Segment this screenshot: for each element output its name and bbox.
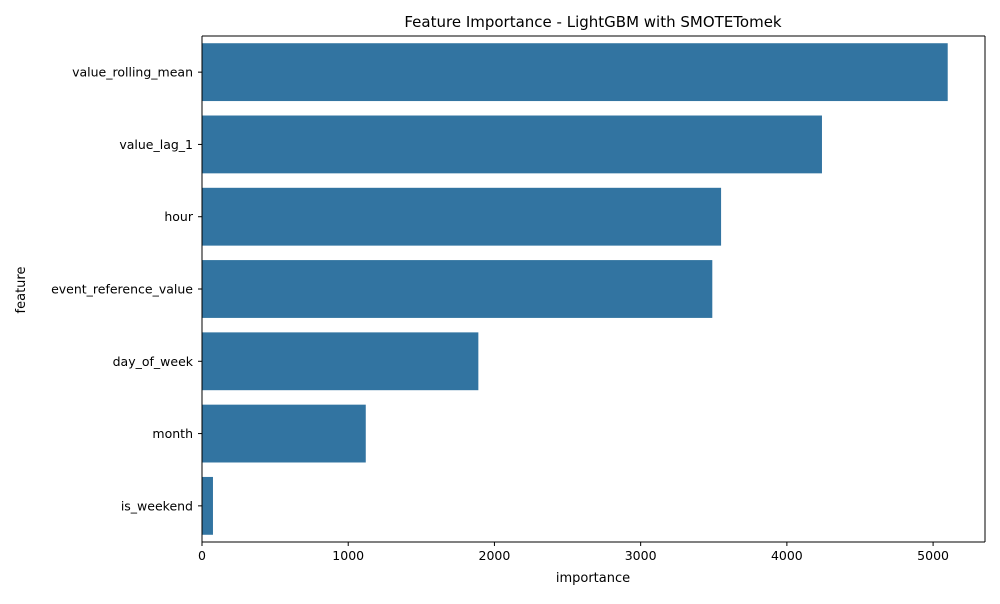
y-tick-label: is_weekend (121, 498, 193, 513)
bar-day-of-week (202, 332, 479, 391)
y-axis-label: feature (14, 267, 29, 314)
bar-value-rolling-mean (202, 43, 948, 102)
bar-value-lag-1 (202, 115, 822, 174)
bar-month (202, 404, 366, 463)
x-tick-label: 5000 (917, 548, 949, 563)
y-tick-label: day_of_week (113, 354, 194, 369)
x-tick-label: 4000 (771, 548, 803, 563)
bar-event-reference-value (202, 260, 713, 318)
bars-layer (202, 43, 948, 535)
chart-title: Feature Importance - LightGBM with SMOTE… (404, 13, 782, 31)
y-tick-label: month (152, 426, 193, 441)
x-tick-label: 3000 (625, 548, 657, 563)
y-tick-label: value_lag_1 (119, 137, 193, 152)
bar-is-weekend (202, 476, 213, 535)
y-tick-label: event_reference_value (51, 282, 193, 297)
y-tick-label: hour (164, 209, 193, 224)
y-tick-label: value_rolling_mean (72, 65, 193, 80)
x-tick-label: 0 (198, 548, 206, 563)
x-axis-label: importance (556, 571, 630, 586)
bar-hour (202, 187, 722, 246)
x-tick-label: 1000 (332, 548, 364, 563)
x-tick-label: 2000 (479, 548, 511, 563)
